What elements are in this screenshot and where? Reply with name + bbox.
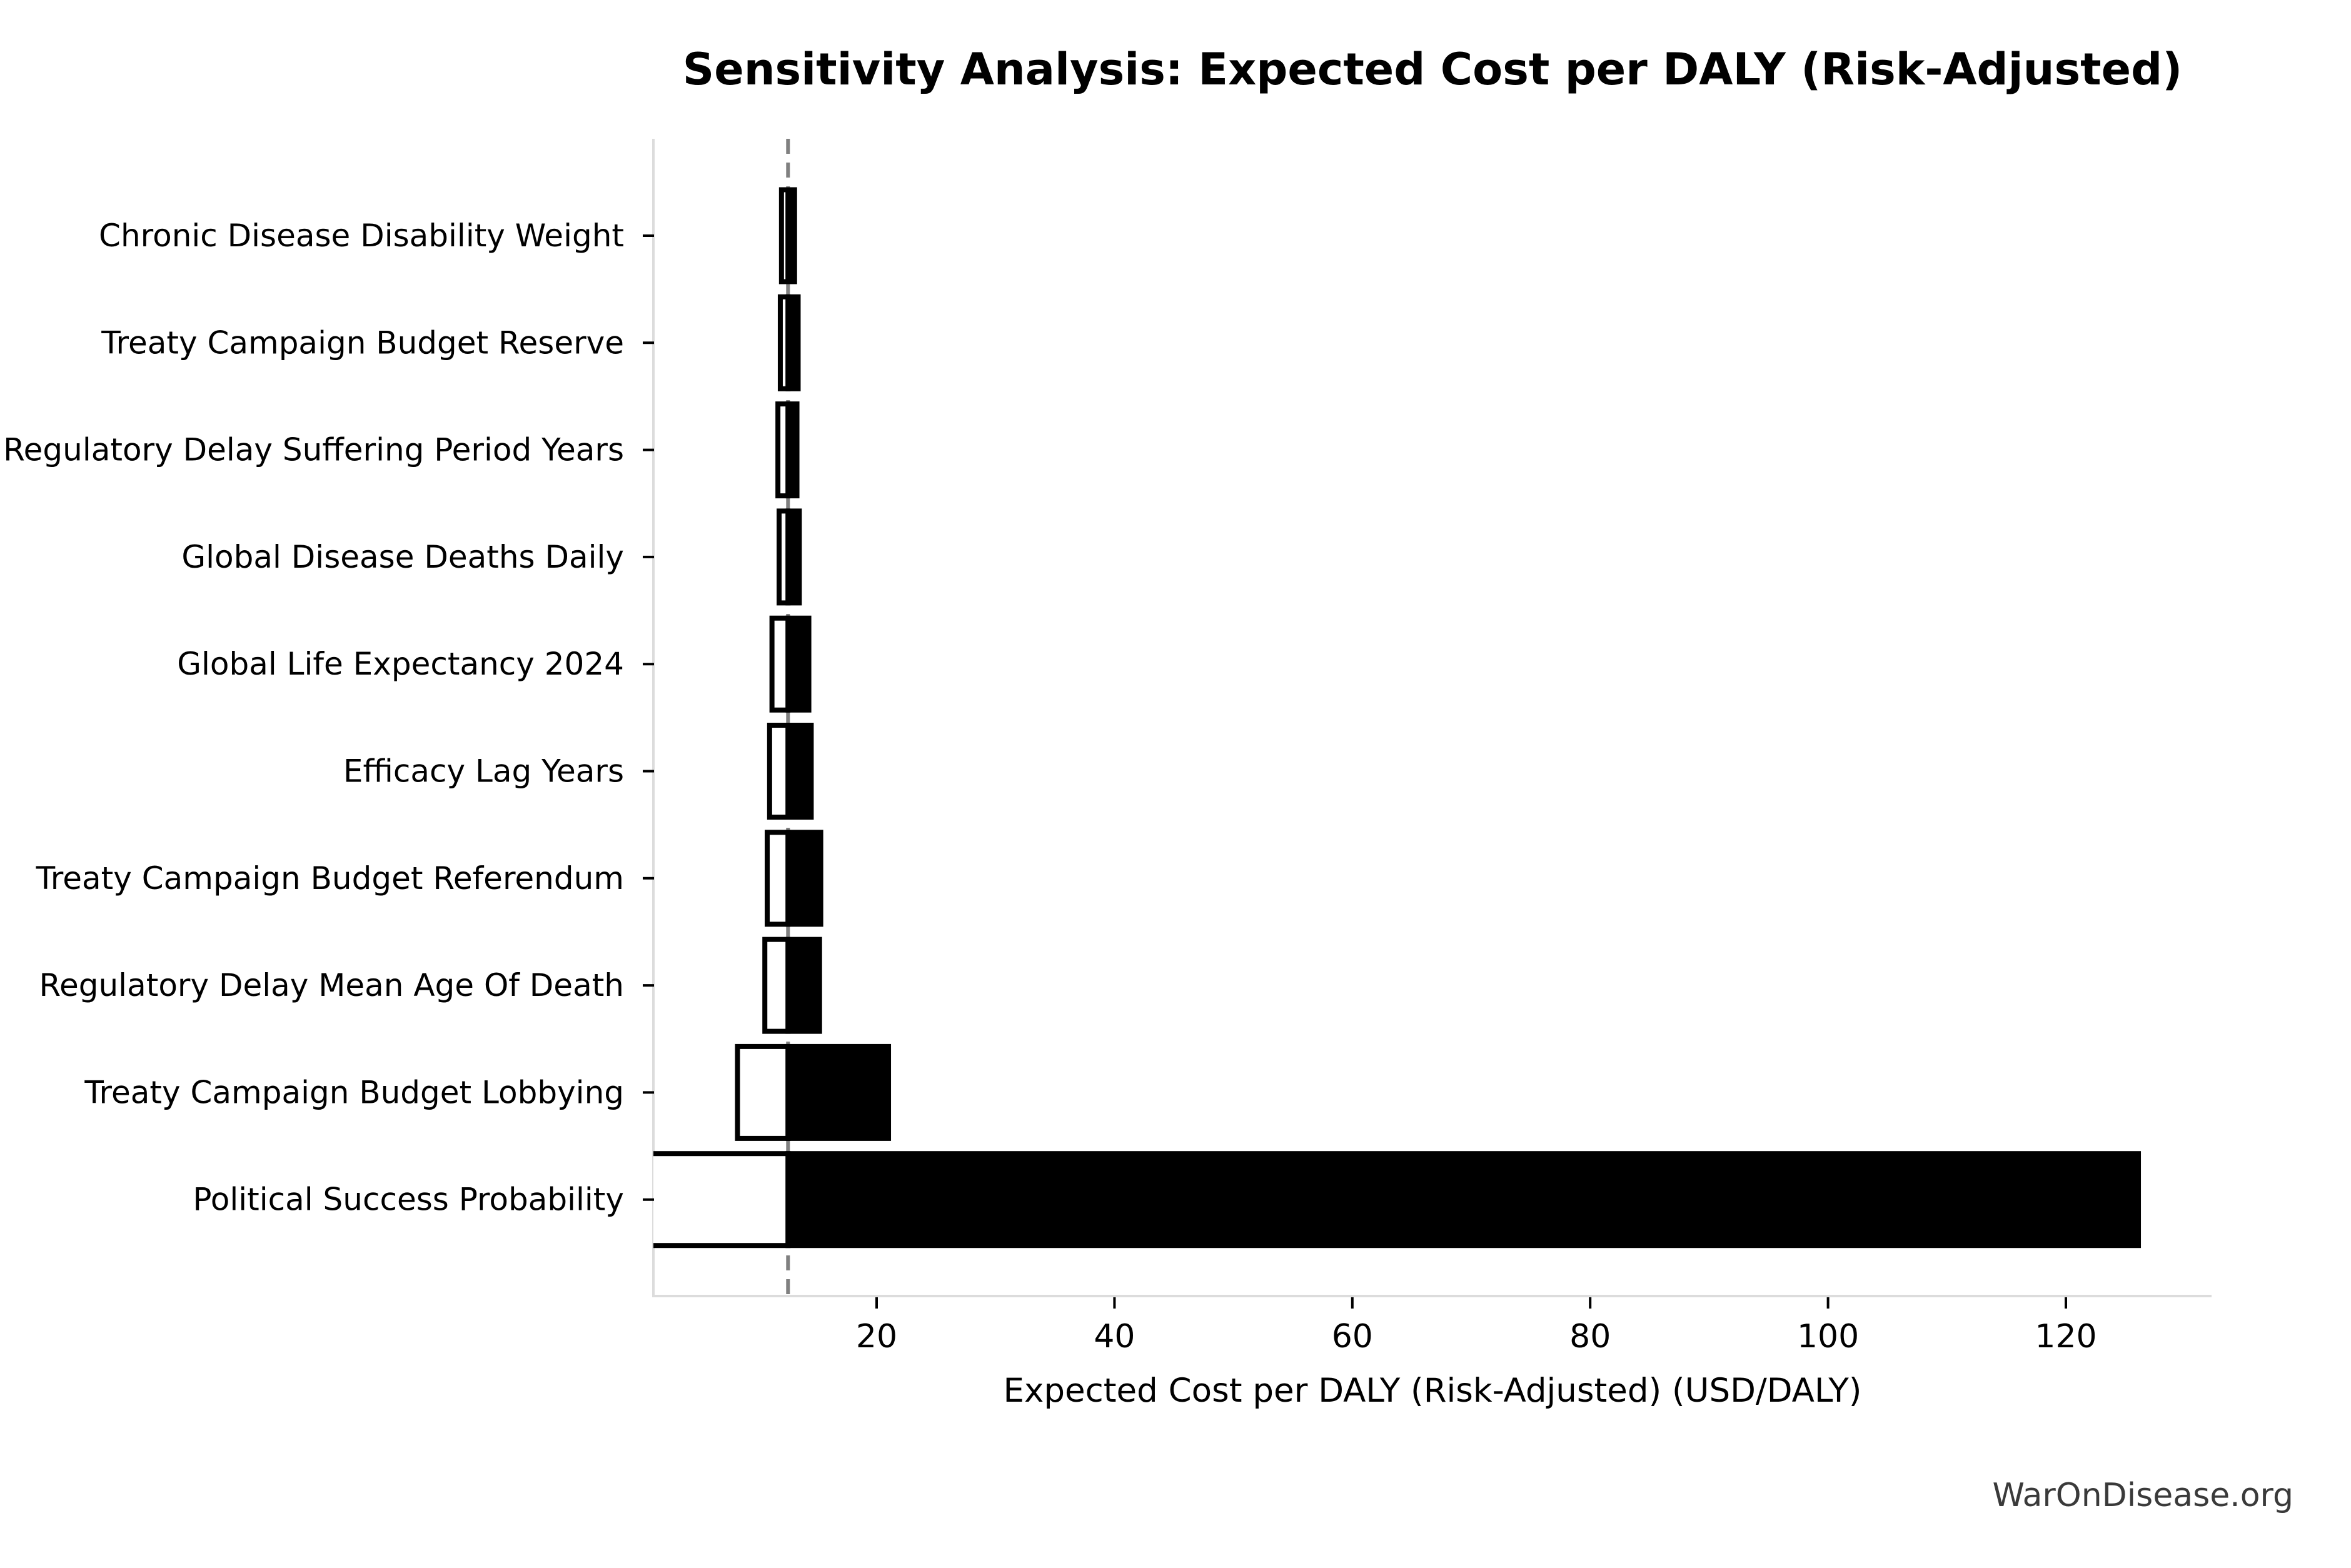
- y-axis-category-label: Chronic Disease Disability Weight: [99, 218, 624, 254]
- x-tick-label: 80: [1569, 1318, 1611, 1355]
- watermark: WarOnDisease.org: [1992, 1477, 2293, 1514]
- bar-high-segment: [785, 1151, 2142, 1249]
- x-axis-label: Expected Cost per DALY (Risk-Adjusted) (…: [1003, 1372, 1862, 1410]
- bars-group: [653, 187, 2142, 1249]
- bar-high-segment: [785, 187, 797, 284]
- x-tick-label: 120: [2035, 1318, 2097, 1355]
- bar-low-segment: [769, 615, 791, 713]
- y-axis-category-label: Global Life Expectancy 2024: [177, 646, 624, 682]
- bar-high-segment: [785, 937, 822, 1034]
- x-tick-label: 40: [1094, 1318, 1135, 1355]
- x-tick-label: 20: [856, 1318, 897, 1355]
- bar-low-segment: [735, 1043, 791, 1141]
- y-axis-category-label: Regulatory Delay Mean Age Of Death: [39, 967, 625, 1003]
- bar-high-segment: [785, 508, 802, 606]
- bar-high-segment: [785, 723, 814, 820]
- bar-low-segment: [767, 723, 791, 820]
- chart-title: Sensitivity Analysis: Expected Cost per …: [682, 44, 2183, 95]
- y-axis-category-label: Treaty Campaign Budget Lobbying: [84, 1074, 624, 1110]
- y-axis-category-label: Global Disease Deaths Daily: [181, 539, 624, 575]
- bar-low-segment: [653, 1151, 791, 1249]
- y-axis-category-label: Treaty Campaign Budget Referendum: [36, 860, 624, 897]
- y-axis-category-label: Regulatory Delay Suffering Period Years: [3, 432, 624, 468]
- bar-high-segment: [785, 1043, 892, 1141]
- bar-high-segment: [785, 401, 800, 499]
- y-axis-category-label: Efficacy Lag Years: [343, 753, 624, 790]
- x-tick-label: 60: [1332, 1318, 1373, 1355]
- bar-low-segment: [762, 937, 791, 1034]
- y-axis-category-label: Treaty Campaign Budget Reserve: [101, 324, 624, 361]
- bar-low-segment: [765, 830, 791, 927]
- bar-high-segment: [785, 294, 801, 391]
- x-tick-label: 100: [1797, 1318, 1859, 1355]
- bar-high-segment: [785, 615, 812, 713]
- bar-high-segment: [785, 830, 823, 927]
- y-axis-category-label: Political Success Probability: [193, 1182, 624, 1218]
